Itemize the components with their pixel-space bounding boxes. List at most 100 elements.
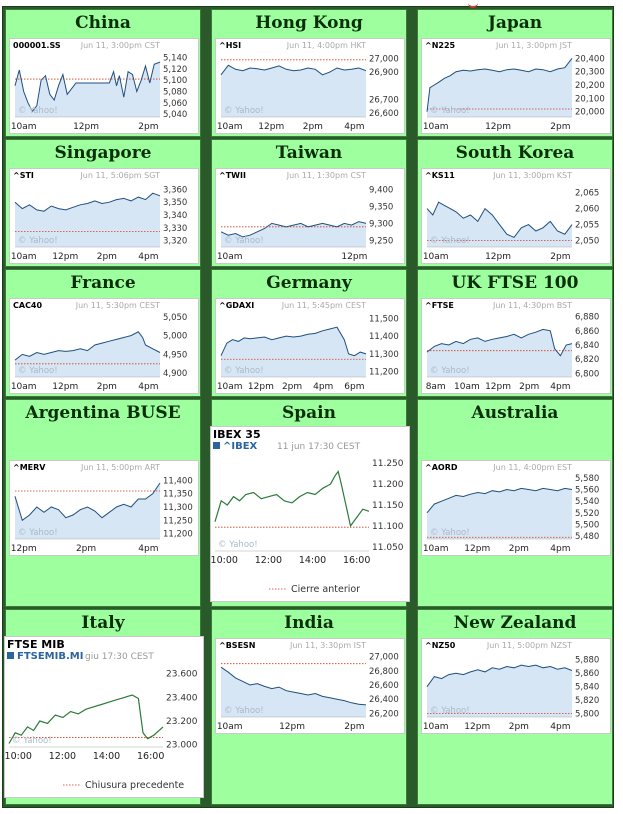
series-area bbox=[221, 327, 366, 377]
series-line bbox=[214, 470, 370, 528]
x-tick-label: 2pm bbox=[282, 382, 302, 392]
chart-panel[interactable]: ^AORD Jun 11, 4:00pm EST 5,580 5,560 5,540 5,… bbox=[421, 460, 611, 556]
chart-title: IBEX 35 bbox=[213, 428, 261, 441]
chart-panel[interactable]: ^NZ50 Jun 11, 5:00pm NZST 5,880 5,860 5,840 5… bbox=[421, 638, 611, 734]
y-tick-label: 26,600 bbox=[369, 109, 399, 119]
ticker-symbol: ^AORD bbox=[425, 463, 458, 472]
x-tick-label: 10:00 bbox=[5, 751, 32, 762]
x-tick-label: 4pm bbox=[138, 544, 158, 554]
y-tick-label: 11,250 bbox=[163, 516, 193, 526]
y-tick-label: 23.600 bbox=[166, 670, 198, 680]
series-line bbox=[426, 328, 573, 357]
ticker-symbol: ^N225 bbox=[425, 41, 456, 50]
market-cell-australia: Australia ^AORD Jun 11, 4:00pm EST 5,580 5,5… bbox=[417, 399, 613, 607]
y-tick-label: 20,200 bbox=[575, 81, 605, 91]
chart-panel[interactable]: ^STI Jun 11, 5:06pm SGT 3,360 3,350 3,340 3,3… bbox=[9, 168, 199, 264]
yahoo-watermark: © Yahoo! bbox=[218, 540, 258, 550]
ticker-symbol: ^STI bbox=[13, 171, 34, 180]
ticker-symbol: ^HSI bbox=[219, 41, 241, 50]
x-tick-label: 14:00 bbox=[93, 751, 120, 762]
chart-panel[interactable]: ^MERV Jun 11, 5:00pm ART 11,400 11,350 11,30… bbox=[9, 460, 199, 556]
region-title: China bbox=[75, 13, 131, 33]
y-tick-label: 11,300 bbox=[163, 503, 193, 513]
x-tick-label: 10am bbox=[217, 122, 243, 132]
yahoo-watermark: © Yahoo! bbox=[18, 106, 58, 116]
region-title: UK FTSE 100 bbox=[451, 273, 579, 293]
y-tick-label: 2,055 bbox=[575, 221, 599, 231]
x-tick-label: 14:00 bbox=[299, 555, 326, 566]
ticker-symbol: ^GDAXI bbox=[219, 301, 254, 310]
y-tick-label: 5,080 bbox=[163, 88, 187, 98]
x-tick-label: 4pm bbox=[550, 722, 570, 732]
y-tick-label: 11,200 bbox=[369, 368, 399, 378]
chart-panel[interactable]: ^TWII Jun 11, 1:30pm CST 9,400 9,350 9,300 9,… bbox=[215, 168, 405, 264]
y-tick-label: 11.250 bbox=[372, 459, 404, 469]
chart-panel[interactable]: ^HSI Jun 11, 4:00pm HKT 27,000 26,900 26,700… bbox=[215, 38, 405, 134]
chart-timestamp: Jun 11, 3:00pm KST bbox=[492, 171, 572, 180]
chart-panel[interactable]: ^N225 Jun 11, 3:00pm JST 20,400 20,300 20,20… bbox=[421, 38, 611, 134]
x-tick-label: 10am bbox=[217, 252, 243, 262]
series-area bbox=[427, 58, 572, 117]
series-line bbox=[426, 57, 573, 112]
y-tick-label: 5,540 bbox=[575, 497, 599, 507]
y-tick-label: 3,330 bbox=[163, 224, 187, 234]
x-tick-label: 12pm bbox=[464, 722, 490, 732]
x-tick-label: 12:00 bbox=[255, 555, 282, 566]
x-tick-label: 16:00 bbox=[343, 555, 370, 566]
chart-timestamp: Jun 11, 5:06pm SGT bbox=[79, 171, 160, 180]
y-tick-label: 23.400 bbox=[166, 693, 198, 703]
market-cell-nz: New Zealand ^NZ50 Jun 11, 5:00pm NZST 5,880… bbox=[417, 609, 613, 805]
y-tick-label: 2,065 bbox=[575, 189, 599, 199]
market-cell-taiwan: Taiwan ^TWII Jun 11, 1:30pm CST 9,400 9,350 9… bbox=[211, 139, 407, 267]
y-tick-label: 23.000 bbox=[166, 741, 198, 751]
region-title: Japan bbox=[487, 13, 543, 33]
chart-timestamp: giu 17:30 CEST bbox=[85, 652, 154, 662]
x-tick-label: 12pm bbox=[11, 544, 37, 554]
x-tick-label: 10am bbox=[217, 382, 243, 392]
y-tick-label: 11,350 bbox=[163, 490, 193, 500]
chart-panel[interactable]: FTSE MIB FTSEMIB.MI giu 17:30 CEST 23.600 23… bbox=[4, 636, 204, 798]
yahoo-watermark: © Yahoo! bbox=[18, 366, 58, 376]
y-tick-label: 26,200 bbox=[369, 709, 399, 719]
chart-panel[interactable]: CAC40 Jun 11, 5:30pm CEST 5,050 5,000 4,950 4… bbox=[9, 298, 199, 394]
y-tick-label: 5,520 bbox=[575, 509, 599, 519]
legend-label: Cierre anterior bbox=[291, 584, 360, 595]
y-tick-label: 6,800 bbox=[575, 369, 599, 379]
series-line bbox=[8, 694, 164, 744]
chart-timestamp: Jun 11, 5:00pm NZST bbox=[486, 641, 572, 650]
yahoo-watermark: © Yahoo! bbox=[18, 528, 58, 538]
ticker-symbol: ^NZ50 bbox=[425, 641, 456, 650]
y-tick-label: 6,820 bbox=[575, 355, 599, 365]
chart-panel[interactable]: ^BSESN Jun 11, 3:30pm IST 27,000 26,800 26,6… bbox=[215, 638, 405, 734]
series-line bbox=[220, 666, 367, 706]
chart-timestamp: Jun 11, 4:00pm HKT bbox=[286, 41, 366, 50]
chart-panel[interactable]: ^GDAXI Jun 11, 5:45pm CEST 11,500 11,400 11,… bbox=[215, 298, 405, 394]
chart-panel[interactable]: 000001.SS Jun 11, 3:00pm CST 5,140 5,120 5,1… bbox=[9, 38, 199, 134]
series-line bbox=[14, 192, 161, 212]
chart-timestamp: 11 jun 17:30 CEST bbox=[277, 442, 361, 452]
chart-panel[interactable]: ^KS11 Jun 11, 3:00pm KST 2,065 2,060 2,055 2,… bbox=[421, 168, 611, 264]
y-tick-label: 26,900 bbox=[369, 68, 399, 78]
x-tick-label: 2pm bbox=[519, 382, 539, 392]
market-cell-uk: UK FTSE 100 ^FTSE Jun 11, 4:30pm BST 6,880 6… bbox=[417, 269, 613, 397]
series-area bbox=[221, 65, 366, 117]
region-title: Italy bbox=[81, 613, 125, 633]
y-tick-label: 5,480 bbox=[575, 532, 599, 542]
series-swatch bbox=[213, 442, 220, 449]
x-tick-label: 12pm bbox=[464, 544, 490, 554]
chart-panel[interactable]: IBEX 35 ^IBEX 11 jun 17:30 CEST 11.250 11.20… bbox=[210, 426, 410, 602]
yahoo-watermark: © Yahoo! bbox=[430, 236, 470, 246]
x-tick-label: 4pm bbox=[550, 382, 570, 392]
x-tick-label: 2pm bbox=[550, 252, 570, 262]
x-tick-label: 12pm bbox=[258, 122, 284, 132]
region-title: Singapore bbox=[54, 143, 152, 163]
y-tick-label: 2,050 bbox=[575, 237, 599, 247]
chart-title: FTSE MIB bbox=[7, 638, 65, 651]
ticker-symbol: 000001.SS bbox=[13, 41, 61, 50]
chart-panel[interactable]: ^FTSE Jun 11, 4:30pm BST 6,880 6,860 6,840 6,… bbox=[421, 298, 611, 394]
